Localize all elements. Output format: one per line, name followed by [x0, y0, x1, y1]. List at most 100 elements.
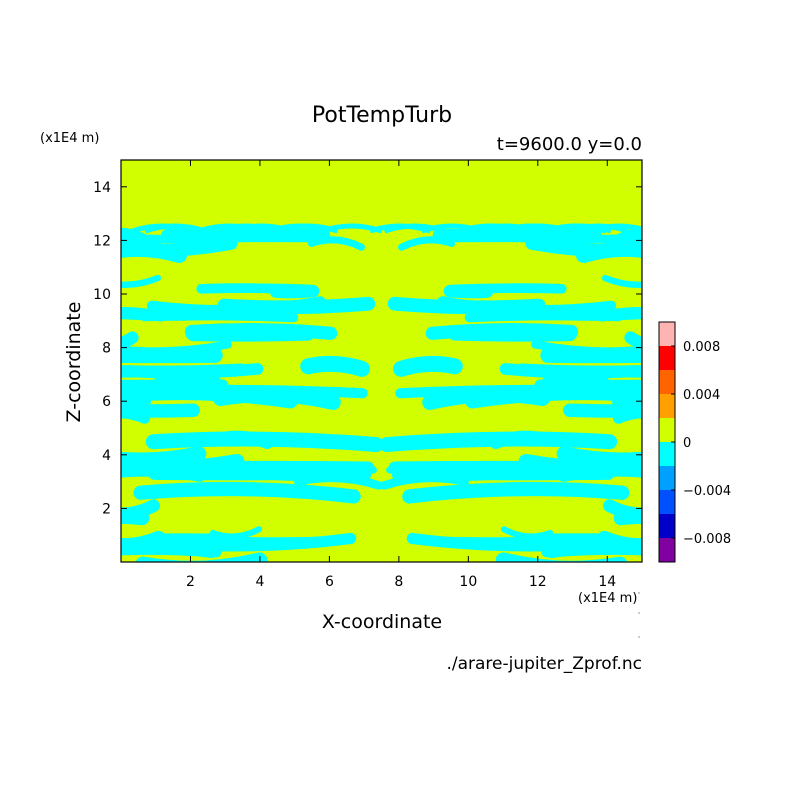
x-tick-label: 4	[255, 574, 264, 590]
turbulence-streak	[408, 535, 549, 546]
turbulence-streak	[563, 403, 642, 418]
turbulence-streak	[437, 296, 617, 316]
turbulence-streak	[460, 223, 523, 234]
turbulence-streak	[121, 403, 200, 418]
turbulence-streak	[121, 340, 232, 356]
chart-title: PotTempTurb	[312, 103, 452, 128]
turbulence-streak	[567, 223, 629, 234]
turbulence-streak	[121, 499, 160, 521]
turbulence-streak	[556, 446, 642, 468]
x-tick-label: 8	[394, 574, 403, 590]
turbulence-streak	[146, 296, 326, 316]
turbulence-streak	[144, 223, 207, 234]
x-unit-label: (x1E4 m)	[578, 591, 637, 606]
turbulence-streak	[541, 543, 642, 558]
turbulence-streak	[603, 499, 642, 521]
colorbar-swatch	[659, 538, 675, 562]
colorbar-swatch	[659, 394, 675, 418]
colorbar-tick-label: 0	[683, 436, 691, 451]
x-tick-label: 10	[459, 574, 477, 590]
marker-dot: ·	[638, 589, 641, 598]
turbulence-streak	[443, 284, 494, 299]
turbulence-streak	[121, 396, 152, 410]
turbulence-streak	[121, 241, 188, 263]
x-tick-label: 12	[529, 574, 547, 590]
colorbar-swatch	[659, 466, 675, 490]
turbulence-streak	[121, 446, 207, 468]
colorbar-swatch	[659, 514, 675, 538]
turbulence-streak	[121, 274, 161, 288]
turbulence-streak	[481, 228, 510, 240]
turbulence-streak	[499, 363, 641, 379]
turbulence-streak	[121, 407, 150, 424]
colorbar-swatch	[659, 346, 675, 370]
turbulence-streak	[395, 384, 642, 399]
turbulence-streak	[602, 274, 642, 288]
y-tick-label: 6	[102, 394, 111, 410]
turbulence-streak	[321, 223, 383, 234]
turbulence-streak	[379, 431, 618, 453]
y-axis-label: Z-coordinate	[63, 302, 85, 423]
turbulence-streak	[495, 552, 628, 562]
colorbar-tick-label: −0.004	[683, 484, 731, 499]
turbulence-streak	[611, 396, 642, 410]
turbulence-streak	[240, 466, 377, 481]
turbulence-streak	[122, 363, 264, 379]
colorbar-swatch	[659, 442, 675, 466]
colorbar: 0.008 0.004 0 −0.004 −0.008	[658, 321, 731, 563]
turbulence-streak	[253, 228, 282, 240]
y-tick-label: 12	[93, 233, 111, 249]
marker-dot: ·	[638, 633, 641, 642]
y-unit-label: (x1E4 m)	[40, 131, 99, 146]
y-tick-label: 8	[102, 341, 111, 357]
turbulence-streak	[121, 331, 139, 350]
colorbar-tick-label: 0.008	[683, 340, 720, 355]
x-tick-label: 2	[186, 574, 195, 590]
turbulence-streak	[393, 355, 463, 377]
turbulence-streak	[398, 236, 456, 251]
colorbar-swatch	[659, 322, 675, 346]
y-axis: 2 4 6 8 10 12 14	[93, 180, 642, 517]
turbulence-streak	[184, 323, 338, 340]
turbulence-streak	[231, 223, 293, 234]
turbulence-streak	[121, 384, 368, 399]
colorbar-swatch	[659, 490, 675, 514]
y-tick-label: 14	[93, 180, 111, 196]
x-axis: 2 4 6 8 10 12 14	[186, 160, 616, 590]
y-tick-label: 2	[102, 501, 111, 517]
turbulence-streak	[300, 355, 370, 377]
x-tick-label: 14	[598, 574, 616, 590]
turbulence-streak	[558, 466, 642, 482]
turbulence-streak	[135, 552, 268, 562]
turbulence-streak	[133, 481, 361, 504]
turbulence-streak	[614, 227, 642, 243]
turbulence-streak	[383, 223, 446, 234]
turbulence-streak	[121, 227, 149, 243]
plot-frame	[120, 159, 643, 563]
turbulence-streak	[531, 340, 642, 356]
heatmap-field	[121, 160, 642, 562]
turbulence-streak	[269, 284, 320, 299]
turbulence-streak	[575, 241, 642, 263]
turbulence-streak	[545, 223, 607, 234]
turbulence-streak	[214, 535, 355, 546]
turbulence-streak	[624, 331, 642, 350]
turbulence-streak	[402, 481, 630, 504]
marker-dot: ·	[638, 609, 641, 618]
turbulence-streak	[307, 236, 365, 251]
y-tick-label: 4	[102, 448, 111, 464]
turbulence-streak	[145, 431, 384, 453]
colorbar-swatch	[659, 370, 675, 394]
turbulence-streak	[541, 376, 610, 389]
source-file-label: ./arare-jupiter_Zprof.nc	[446, 654, 642, 674]
turbulence-streak	[121, 466, 205, 482]
turbulence-streak	[121, 543, 222, 558]
turbulence-streak	[613, 407, 642, 424]
colorbar-tick-label: −0.008	[683, 532, 731, 547]
x-tick-label: 6	[325, 574, 334, 590]
chart-subtitle: t=9600.0 y=0.0	[497, 134, 642, 155]
turbulence-streak	[386, 466, 523, 481]
x-axis-label: X-coordinate	[322, 611, 442, 633]
turbulence-streak	[425, 323, 579, 340]
